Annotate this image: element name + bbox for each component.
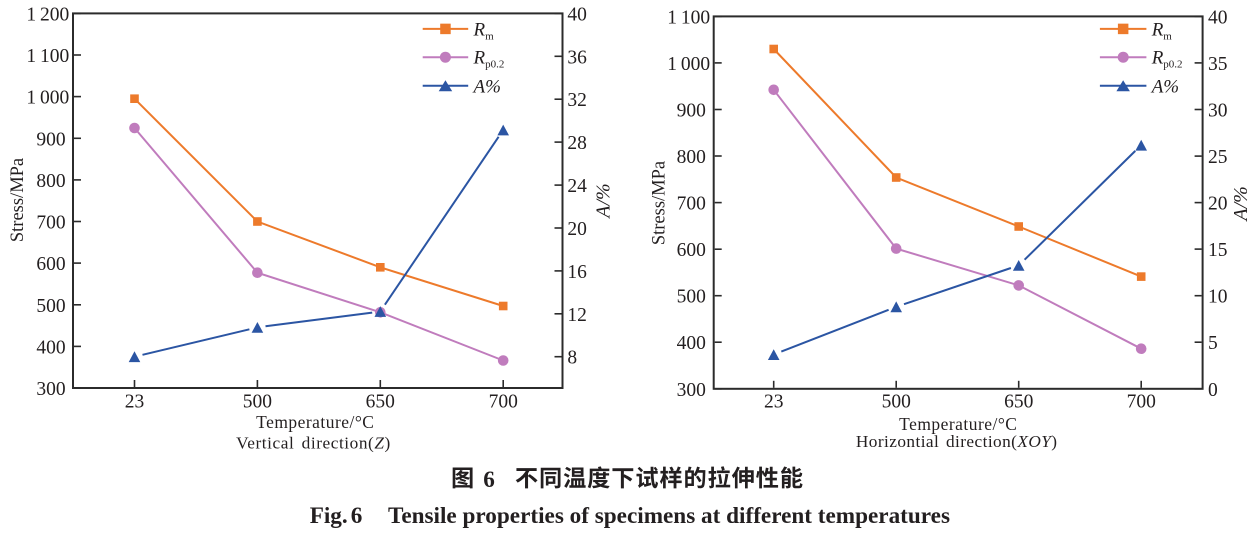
- svg-text:Stress/MPa: Stress/MPa: [650, 161, 670, 245]
- svg-text:700: 700: [1127, 391, 1156, 412]
- svg-text:1 000: 1 000: [26, 88, 69, 109]
- svg-text:300: 300: [677, 380, 706, 401]
- svg-text:23: 23: [764, 391, 784, 412]
- svg-text:Stress/MPa: Stress/MPa: [8, 158, 28, 242]
- svg-text:900: 900: [36, 129, 65, 150]
- svg-text:30: 30: [1208, 101, 1228, 122]
- svg-text:800: 800: [677, 147, 706, 168]
- svg-text:1 100: 1 100: [26, 46, 69, 67]
- svg-text:40: 40: [567, 4, 587, 25]
- svg-text:A%: A%: [472, 76, 501, 97]
- svg-text:1 100: 1 100: [667, 7, 710, 28]
- svg-text:10: 10: [1208, 287, 1228, 308]
- svg-text:300: 300: [36, 379, 65, 400]
- svg-text:700: 700: [489, 391, 518, 412]
- svg-text:500: 500: [677, 287, 706, 308]
- svg-text:8: 8: [567, 348, 577, 369]
- svg-text:6: 6: [351, 503, 363, 529]
- svg-text:28: 28: [567, 133, 587, 154]
- svg-text:25: 25: [1208, 147, 1228, 168]
- svg-text:700: 700: [677, 194, 706, 215]
- svg-text:0: 0: [1208, 380, 1218, 401]
- svg-text:Temperature/°C: Temperature/°C: [899, 414, 1017, 434]
- svg-text:36: 36: [567, 47, 587, 68]
- svg-text:32: 32: [567, 90, 587, 111]
- svg-text:1 200: 1 200: [26, 4, 69, 25]
- svg-text:650: 650: [366, 391, 395, 412]
- svg-text:16: 16: [567, 262, 587, 283]
- svg-text:600: 600: [677, 240, 706, 261]
- svg-text:1 000: 1 000: [667, 54, 710, 75]
- svg-text:500: 500: [243, 391, 272, 412]
- svg-text:Tensile properties of specimen: Tensile properties of specimens at diffe…: [388, 503, 950, 529]
- svg-text:650: 650: [1004, 391, 1033, 412]
- svg-text:6: 6: [483, 467, 495, 493]
- svg-text:400: 400: [36, 337, 65, 358]
- svg-text:20: 20: [1208, 194, 1228, 215]
- svg-text:35: 35: [1208, 54, 1228, 75]
- svg-text:900: 900: [677, 101, 706, 122]
- svg-text:A%: A%: [1150, 76, 1179, 97]
- svg-text:12: 12: [567, 305, 587, 326]
- svg-text:Fig.: Fig.: [310, 503, 348, 529]
- svg-text:20: 20: [567, 219, 587, 240]
- svg-text:A/%: A/%: [593, 183, 615, 219]
- svg-text:800: 800: [36, 171, 65, 192]
- svg-text:400: 400: [677, 333, 706, 354]
- svg-text:500: 500: [36, 296, 65, 317]
- svg-text:600: 600: [36, 254, 65, 275]
- svg-text:15: 15: [1208, 240, 1228, 261]
- svg-text:40: 40: [1208, 7, 1228, 28]
- svg-text:5: 5: [1208, 333, 1218, 354]
- svg-text:23: 23: [125, 391, 145, 412]
- svg-text:A/%: A/%: [1230, 186, 1251, 222]
- svg-text:24: 24: [567, 176, 587, 197]
- svg-text:Horizontial direction(XOY): Horizontial direction(XOY): [856, 432, 1058, 451]
- svg-text:Vertical direction(Z): Vertical direction(Z): [236, 433, 391, 452]
- svg-text:700: 700: [36, 213, 65, 234]
- svg-text:Temperature/°C: Temperature/°C: [256, 412, 374, 432]
- svg-text:500: 500: [882, 391, 911, 412]
